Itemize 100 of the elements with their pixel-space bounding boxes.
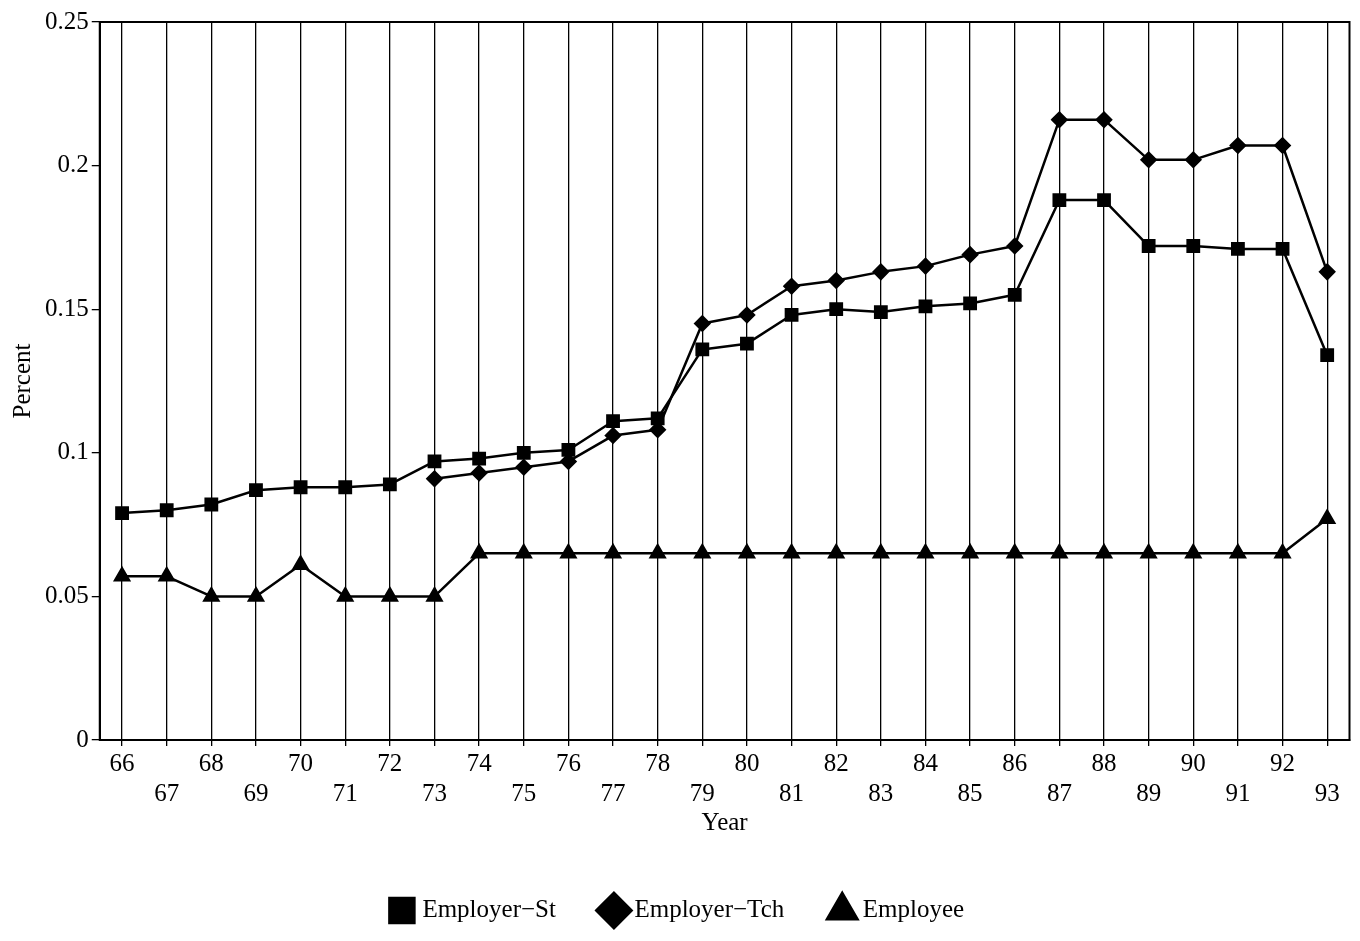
y-tick-label: 0.2 <box>57 150 89 178</box>
point <box>1006 237 1023 255</box>
point <box>1231 241 1245 256</box>
x-tick-label: 93 <box>1314 778 1340 806</box>
point <box>426 470 443 487</box>
point <box>247 587 265 602</box>
legend-label: Employee <box>862 895 965 923</box>
point <box>1274 544 1291 559</box>
point <box>337 587 354 602</box>
x-tick-label: 72 <box>377 748 403 776</box>
point <box>382 477 397 492</box>
point <box>516 445 531 460</box>
point <box>1275 241 1290 256</box>
point <box>560 544 577 559</box>
point <box>1229 544 1247 559</box>
point <box>828 544 845 559</box>
point <box>1185 544 1202 559</box>
x-tick-label: 74 <box>466 748 493 776</box>
y-tick-label: 0.05 <box>45 580 89 608</box>
point <box>1274 137 1291 154</box>
x-tick-label: 76 <box>555 748 581 776</box>
point <box>872 263 890 281</box>
point <box>515 544 532 559</box>
point <box>1097 193 1111 207</box>
point <box>1140 151 1157 169</box>
point <box>917 257 934 275</box>
point <box>738 544 756 559</box>
point <box>650 411 665 426</box>
point <box>204 497 219 512</box>
y-axis-title: Percent <box>7 343 35 419</box>
point <box>784 308 799 322</box>
point <box>426 587 443 602</box>
point <box>292 555 309 571</box>
point <box>338 480 353 495</box>
point <box>694 315 711 332</box>
x-tick-label: 90 <box>1180 748 1206 776</box>
point <box>1141 239 1156 253</box>
point <box>1051 111 1068 128</box>
point <box>604 544 622 559</box>
x-tick-label: 79 <box>689 778 715 806</box>
x-tick-label: 73 <box>422 778 447 806</box>
point <box>738 306 756 324</box>
point <box>159 503 174 518</box>
x-tick-label: 66 <box>109 748 135 776</box>
x-tick-label: 81 <box>779 778 805 806</box>
x-tick-label: 77 <box>600 778 626 806</box>
point <box>1006 544 1023 559</box>
point <box>1319 509 1336 525</box>
x-tick-label: 78 <box>645 748 671 776</box>
point <box>472 451 487 466</box>
point <box>1051 544 1068 559</box>
x-axis-title: Year <box>701 807 749 835</box>
y-tick-label: 0.15 <box>45 293 89 321</box>
x-tick-label: 88 <box>1091 748 1117 776</box>
point <box>740 336 754 351</box>
point <box>158 567 175 582</box>
point <box>961 544 979 559</box>
point <box>963 296 978 311</box>
point <box>115 506 129 521</box>
point <box>783 277 800 295</box>
point <box>606 414 620 429</box>
point <box>873 305 888 319</box>
point <box>829 302 844 317</box>
point <box>1318 263 1336 281</box>
y-tick-label: 0 <box>76 724 89 752</box>
point <box>1007 287 1022 302</box>
x-tick-label: 82 <box>823 748 849 776</box>
x-tick-label: 87 <box>1046 778 1072 806</box>
x-tick-label: 71 <box>332 778 358 806</box>
point <box>1186 239 1201 253</box>
point <box>918 299 933 314</box>
point <box>1185 151 1202 169</box>
point <box>961 246 979 263</box>
point <box>649 544 666 559</box>
point <box>515 458 533 476</box>
x-tick-label: 92 <box>1270 748 1296 776</box>
legend-label: Employer−Tch <box>634 895 785 923</box>
point <box>917 544 934 559</box>
x-tick-label: 85 <box>957 778 983 806</box>
point <box>561 443 576 457</box>
x-tick-label: 70 <box>288 748 314 776</box>
x-tick-label: 83 <box>868 778 894 806</box>
point <box>470 544 488 559</box>
point <box>1140 544 1157 559</box>
point <box>872 544 890 559</box>
point <box>1229 137 1247 154</box>
point <box>113 567 131 582</box>
point <box>695 342 710 357</box>
point <box>604 427 622 444</box>
point <box>1052 193 1067 207</box>
x-tick-label: 80 <box>734 748 760 776</box>
point <box>203 587 220 602</box>
x-tick-label: 69 <box>243 778 269 806</box>
point <box>827 272 845 289</box>
point <box>783 544 800 559</box>
x-tick-label: 84 <box>912 748 939 776</box>
point <box>249 483 263 498</box>
point <box>470 464 488 482</box>
y-tick-label: 0.1 <box>57 437 89 465</box>
point <box>1095 111 1113 128</box>
